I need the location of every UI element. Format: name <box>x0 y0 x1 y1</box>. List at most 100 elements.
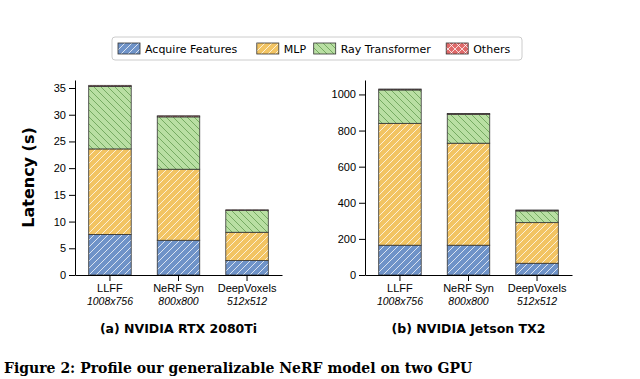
bar-segment <box>379 89 421 91</box>
legend-label: Ray Transformer <box>341 43 432 56</box>
tick: 400 <box>338 197 365 209</box>
bar-segment <box>89 149 131 234</box>
bar-segment <box>447 114 489 143</box>
tick: 0 <box>350 269 365 281</box>
tick: LLFF1008x756 <box>377 275 423 307</box>
bar-segment <box>157 116 199 117</box>
legend-box <box>112 37 522 60</box>
tick-mark <box>69 168 75 169</box>
bar-segment <box>157 117 199 169</box>
bar-segment <box>157 169 199 240</box>
tick-label: 400 <box>338 197 356 209</box>
tick-label: 0 <box>60 269 66 281</box>
tick-label: 20 <box>54 162 66 174</box>
axis-line <box>75 81 76 276</box>
tick: 15 <box>54 189 75 201</box>
tick: 600 <box>338 161 365 173</box>
bar-segment <box>226 232 268 260</box>
bar-segment <box>226 209 268 211</box>
tick: NeRF Syn800x800 <box>443 275 494 307</box>
tick-mark <box>359 94 365 95</box>
bar-segment <box>516 263 558 275</box>
tick-label: 0 <box>350 269 356 281</box>
tick-mark <box>178 275 179 281</box>
tick-label: 30 <box>54 109 66 121</box>
bar-segment <box>516 223 558 264</box>
bar-segment <box>89 234 131 275</box>
tick-mark <box>109 275 110 281</box>
tick: DeepVoxels512x512 <box>218 275 277 307</box>
bar-segment <box>226 261 268 275</box>
bar-segment <box>226 210 268 232</box>
tick: 800 <box>338 125 365 137</box>
tick-mark <box>359 203 365 204</box>
bars <box>89 85 269 275</box>
legend-label: Others <box>473 43 510 56</box>
tick-mark <box>537 275 538 281</box>
tick-mark <box>359 131 365 132</box>
caption: Figure 2: Profile our generalizable NeRF… <box>4 360 472 376</box>
tick-label: 35 <box>54 82 66 94</box>
tick-mark <box>359 275 365 276</box>
axis-line <box>365 81 366 276</box>
tick-mark <box>247 275 248 281</box>
bar-segment <box>157 240 199 275</box>
chart: 02004006008001000LLFF1008x756NeRF Syn800… <box>332 81 573 337</box>
tick-label: LLFF1008x756 <box>87 282 133 307</box>
tick-label: 25 <box>54 135 66 147</box>
tick-mark <box>359 167 365 168</box>
tick-mark <box>69 88 75 89</box>
tick-mark <box>399 275 400 281</box>
tick-label: 600 <box>338 161 356 173</box>
bar-segment <box>447 245 489 275</box>
legend-swatch <box>446 43 468 54</box>
figure: 0 5 10 15 20 25 30 35 LLFF1008x756 NeRF Syn800x80… <box>0 0 640 379</box>
x-axis: LLFF1008x756NeRF Syn800x800DeepVoxels512… <box>76 275 283 307</box>
tick: 35 <box>54 82 75 94</box>
tick: LLFF1008x756 <box>87 275 133 307</box>
tick-mark <box>468 275 469 281</box>
bar-segment <box>516 211 558 223</box>
tick-label: 1000 <box>332 88 356 100</box>
subplot-title: (b) NVIDIA Jetson TX2 <box>392 321 546 336</box>
bar-segment <box>379 245 421 275</box>
tick-label: 5 <box>60 242 66 254</box>
legend-swatch <box>118 43 140 54</box>
legend-swatch <box>314 43 336 54</box>
legend: Acquire Features MLP Ray Transformer Others <box>112 37 522 60</box>
tick-mark <box>359 239 365 240</box>
tick: 1000 <box>332 88 365 100</box>
tick-label: 10 <box>54 216 66 228</box>
tick-mark <box>69 248 75 249</box>
legend-label: MLP <box>284 43 307 56</box>
tick: DeepVoxels512x512 <box>508 275 567 307</box>
tick: 5 <box>60 242 75 254</box>
tick-mark <box>69 222 75 223</box>
tick: 0 <box>60 269 75 281</box>
tick-label: DeepVoxels512x512 <box>218 282 277 307</box>
tick: 20 <box>54 162 75 174</box>
tick-mark <box>69 115 75 116</box>
tick-label: 800 <box>338 125 356 137</box>
tick: 30 <box>54 109 75 121</box>
bars <box>379 89 559 275</box>
tick-label: NeRF Syn800x800 <box>443 282 494 307</box>
bar-segment <box>89 86 131 149</box>
tick-label: 15 <box>54 189 66 201</box>
tick-mark <box>69 275 75 276</box>
y-axis: 02004006008001000 <box>332 81 366 282</box>
y-axis: 0 5 10 15 20 25 30 35 <box>54 81 76 282</box>
bar-segment <box>379 90 421 123</box>
bar-segment <box>447 113 489 115</box>
bar-segment <box>379 123 421 245</box>
subplot-title: (a) NVIDIA RTX 2080Ti <box>100 321 257 336</box>
x-axis: LLFF1008x756 NeRF Syn800x800 DeepVoxels512… <box>366 275 573 307</box>
chart: 0 5 10 15 20 25 30 35 LLFF1008x756NeRF Syn800x80… <box>19 81 283 337</box>
tick-label: LLFF1008x756 <box>377 282 423 307</box>
legend-swatch <box>257 43 279 54</box>
tick-mark <box>69 141 75 142</box>
legend-label: Acquire Features <box>145 43 238 56</box>
tick-label: DeepVoxels512x512 <box>508 282 567 307</box>
tick: 25 <box>54 135 75 147</box>
bar-segment <box>516 210 558 212</box>
